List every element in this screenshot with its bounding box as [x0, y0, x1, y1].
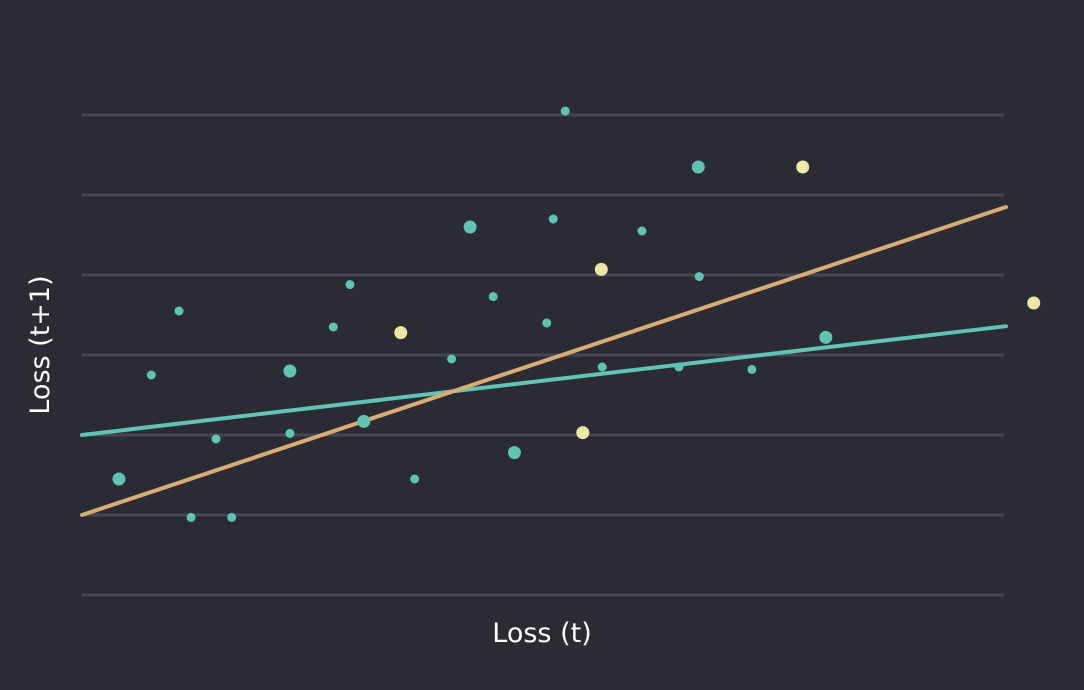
data-point-teal-10	[357, 414, 371, 428]
data-point-teal-9	[345, 280, 355, 290]
data-point-yellow-0	[394, 326, 408, 340]
data-point-teal-15	[507, 446, 521, 460]
data-point-yellow-4	[1027, 296, 1041, 310]
regression-lines	[80, 205, 1008, 517]
data-point-teal-21	[674, 362, 684, 372]
data-point-teal-11	[410, 474, 420, 484]
data-point-teal-16	[542, 318, 552, 328]
data-point-teal-8	[328, 322, 338, 332]
data-point-teal-13	[463, 220, 477, 234]
data-point-teal-1	[146, 370, 156, 380]
data-point-teal-7	[285, 428, 295, 438]
data-point-yellow-3	[796, 160, 810, 174]
data-point-teal-23	[694, 272, 704, 282]
trend-line-tan_line	[80, 205, 1008, 517]
data-point-teal-4	[211, 434, 221, 444]
data-point-teal-2	[174, 306, 184, 316]
data-point-teal-19	[597, 362, 607, 372]
data-point-teal-6	[283, 364, 297, 378]
x-axis-label: Loss (t)	[492, 618, 591, 649]
data-point-teal-17	[548, 214, 558, 224]
y-axis-label: Loss (t+1)	[25, 275, 56, 414]
data-point-teal-0	[112, 472, 126, 486]
data-point-teal-22	[691, 160, 705, 174]
trend-line-teal_line	[80, 324, 1008, 437]
data-point-teal-12	[447, 354, 457, 364]
data-point-teal-5	[227, 512, 237, 522]
data-point-teal-18	[560, 106, 570, 116]
data-points	[112, 106, 1041, 522]
gridlines	[82, 113, 1004, 597]
data-point-teal-25	[819, 330, 833, 344]
data-point-teal-14	[488, 292, 498, 302]
data-point-teal-3	[186, 512, 196, 522]
data-point-yellow-1	[576, 426, 590, 440]
data-point-teal-20	[637, 226, 647, 236]
data-point-yellow-2	[594, 262, 608, 276]
data-point-teal-24	[747, 364, 757, 374]
